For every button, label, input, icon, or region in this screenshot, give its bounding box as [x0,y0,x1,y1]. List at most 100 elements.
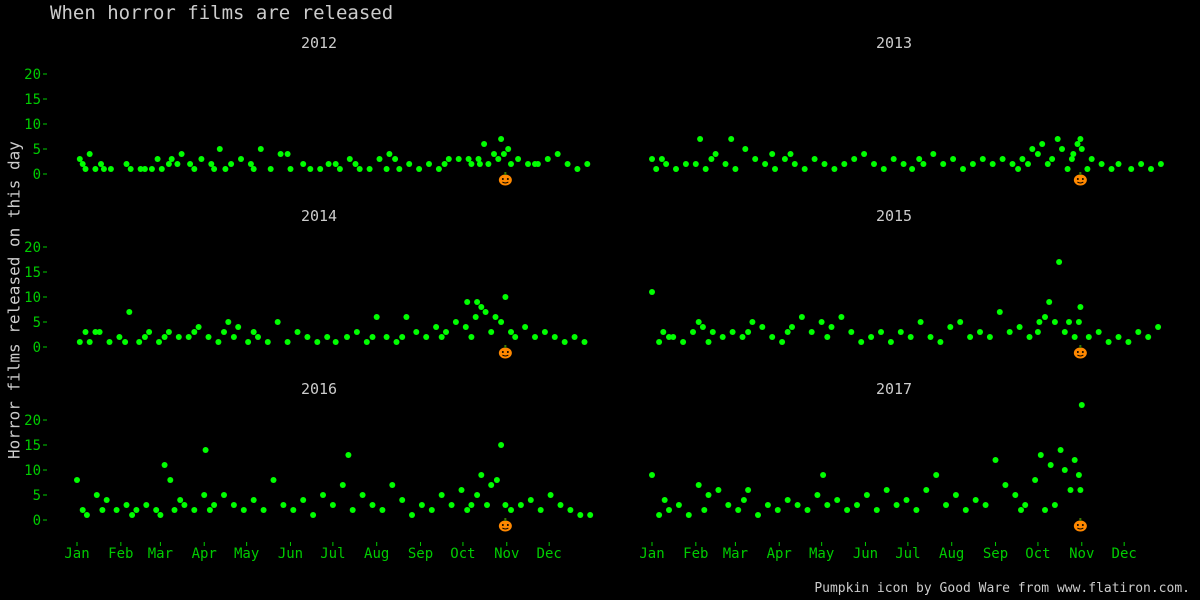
y-tick-label: 20 [24,67,41,83]
x-tick-label: Sep [408,546,433,562]
icon-credit: Pumpkin icon by Good Ware from www.flati… [814,581,1190,596]
y-tick-label: 0 [33,340,41,356]
data-point [735,507,742,513]
data-point [992,457,999,463]
data-point [191,166,198,172]
data-point [1075,319,1082,325]
data-point [406,161,413,167]
data-point [772,166,778,172]
data-point [670,334,677,340]
data-point [107,166,114,172]
data-point [428,507,435,513]
data-point [755,512,761,518]
data-point [161,462,168,468]
data-point [1148,166,1154,172]
x-tick-label: Dec [537,546,562,562]
data-point [950,156,957,162]
data-point [154,156,161,162]
data-point [133,507,140,513]
data-point [82,329,89,335]
data-point [719,334,726,340]
data-point [1026,334,1033,340]
data-point [680,339,687,345]
data-point [1042,314,1048,320]
data-point [762,161,769,167]
data-point [167,477,174,483]
data-point [649,156,655,162]
panel-2013: 2013 [649,34,1164,186]
data-point [191,329,198,335]
data-point [1056,259,1063,265]
data-point [517,502,524,508]
data-point [675,502,682,508]
data-point [1084,166,1091,172]
data-point [722,161,729,167]
data-point [544,156,551,162]
data-point [474,492,481,498]
panel-title: 2016 [301,380,337,398]
data-point [851,156,858,162]
data-point [98,161,104,167]
data-point [86,339,93,345]
data-point [1138,161,1145,167]
data-point [897,329,904,335]
data-point [702,166,709,172]
data-point [161,334,168,340]
data-point [887,339,894,345]
data-point [982,502,989,508]
data-point [917,319,924,325]
data-point [508,329,514,335]
data-point [1077,487,1084,493]
data-point [83,512,90,518]
data-point [137,166,144,172]
data-point [158,166,165,172]
data-point [708,156,715,162]
pumpkin-icon [498,518,512,532]
data-point [257,146,264,152]
data-point [838,314,845,320]
data-point [345,452,352,458]
data-point [478,472,485,478]
data-point [353,329,360,335]
data-point [1019,156,1026,162]
data-point [191,507,198,513]
x-tick-label: Dec [1112,546,1137,562]
data-point [127,166,134,172]
data-point [745,329,752,335]
data-point [1015,166,1022,172]
data-point [1051,319,1058,325]
data-point [294,329,301,335]
data-point [205,334,212,340]
data-point [685,512,692,518]
data-point [264,339,271,345]
data-point [502,502,509,508]
x-tick-label: Aug [364,546,389,562]
data-point [141,166,148,172]
data-point [156,339,162,345]
data-point [1078,146,1085,152]
data-point [977,329,983,335]
data-point [178,151,185,157]
data-point [472,314,479,320]
data-point [201,492,208,498]
data-point [79,161,86,167]
data-point [1034,329,1041,335]
data-point [653,166,660,172]
data-point [728,136,735,142]
x-tick-label: Feb [683,546,708,562]
data-point [1009,161,1016,167]
data-point [666,334,672,340]
y-tick-label: 0 [33,513,41,529]
data-point [916,156,923,162]
data-point [508,161,514,167]
data-point [712,151,719,157]
data-point [649,472,655,478]
data-point [1075,472,1082,478]
data-point [844,507,851,513]
data-point [814,492,821,498]
data-point [386,151,393,157]
data-point [363,339,370,345]
data-point [376,156,383,162]
data-point [426,161,432,167]
data-point [999,156,1006,162]
